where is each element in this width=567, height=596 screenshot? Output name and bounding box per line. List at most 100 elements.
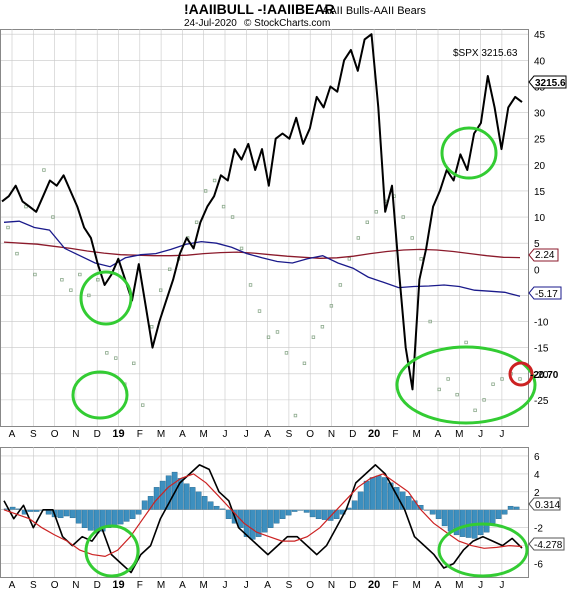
histogram-bar xyxy=(267,509,274,528)
sentiment-dot xyxy=(302,361,307,366)
sentiment-dot xyxy=(150,325,154,329)
histogram-bar xyxy=(123,509,130,522)
histogram-bar xyxy=(375,475,382,510)
x-tick-label: A xyxy=(435,429,442,440)
histogram-bar xyxy=(195,491,202,510)
ma-short-tag: -5.17 xyxy=(528,286,562,300)
y-tick-label: -15 xyxy=(534,344,549,355)
histogram-bar xyxy=(507,505,514,510)
histogram-bar xyxy=(9,506,16,510)
sentiment-dot xyxy=(221,204,226,209)
histogram-bar xyxy=(81,509,88,528)
x-tick-label: A xyxy=(264,580,271,591)
x-tick-label: M xyxy=(200,429,208,440)
sentiment-dot xyxy=(42,168,46,172)
chart-symbol: !AAIIBULL -!AAIIBEAR xyxy=(184,1,335,17)
histogram-bar xyxy=(429,509,436,515)
histogram-bar xyxy=(135,509,142,515)
x-tick-label: A xyxy=(9,429,16,440)
x-tick-label: D xyxy=(349,429,356,440)
highlight-circle xyxy=(440,126,498,180)
x-tick-label: 19 xyxy=(112,428,124,440)
y-tick-label: -25 xyxy=(534,396,549,407)
y-tick-label: 0 xyxy=(534,265,540,276)
ma-short-tag-value: -5.17 xyxy=(535,289,558,300)
sentiment-dot xyxy=(33,272,37,277)
y-tick-label: -6 xyxy=(534,560,543,571)
x-tick-label: A xyxy=(435,580,442,591)
histogram-bar xyxy=(483,509,490,533)
spx-overlay-label: $SPX 3215.63 xyxy=(453,48,518,59)
sentiment-dot xyxy=(419,257,423,261)
histogram-bar xyxy=(189,487,196,510)
histogram-bar xyxy=(249,509,256,540)
x-tick-label: M xyxy=(200,580,208,591)
histogram-bar xyxy=(303,509,310,513)
x-tick-label: J xyxy=(223,429,228,440)
sentiment-dot xyxy=(473,408,477,413)
hist-value-tag-value: 0.314 xyxy=(535,500,560,511)
sentiment-dot xyxy=(410,236,414,240)
y-tick-label: -20 xyxy=(534,370,549,381)
histogram-bar xyxy=(117,509,124,525)
histogram-bar xyxy=(309,509,316,518)
y-tick-label: 30 xyxy=(534,109,546,120)
x-tick-label: M xyxy=(455,580,463,591)
lower-y-axis: 642-2-4-6 xyxy=(534,452,543,571)
x-tick-label: F xyxy=(392,429,398,440)
x-tick-label: 19 xyxy=(112,579,124,591)
lower-x-axis: A S O N D 19 F M A M J J A S O N D 20 F M A M J J xyxy=(9,579,505,591)
x-tick-label: M xyxy=(413,429,421,440)
histogram-bar xyxy=(489,509,496,524)
y-tick-label: 4 xyxy=(534,470,540,481)
sentiment-dot xyxy=(87,293,91,298)
histogram-bar xyxy=(435,509,442,519)
x-tick-label: 20 xyxy=(368,579,380,591)
current-value-circle xyxy=(508,361,534,387)
sentiment-dot xyxy=(401,215,405,219)
histogram-bar xyxy=(369,477,376,510)
y-tick-label: 5 xyxy=(534,239,540,250)
sentiment-dots xyxy=(6,168,522,418)
histogram-bar xyxy=(321,509,328,520)
sentiment-dot xyxy=(257,309,262,313)
x-tick-label: A xyxy=(9,580,16,591)
sentiment-dot xyxy=(167,267,172,271)
highlight-circle xyxy=(395,345,537,425)
y-tick-label: 15 xyxy=(534,187,546,198)
chart-source: © StockCharts.com xyxy=(244,18,330,29)
sentiment-dot xyxy=(24,204,28,209)
y-tick-label: 6 xyxy=(534,452,540,463)
histogram-bar xyxy=(495,509,502,519)
last-value-tag-value: -20.70 xyxy=(530,370,559,381)
y-tick-label: 25 xyxy=(534,135,546,146)
x-tick-label: A xyxy=(179,429,186,440)
sentiment-dot xyxy=(374,210,378,214)
x-tick-label: F xyxy=(137,580,143,591)
x-tick-label: J xyxy=(478,580,483,591)
histogram-bar xyxy=(75,509,82,524)
sentiment-dot xyxy=(239,246,244,251)
histogram-bar xyxy=(477,509,484,536)
x-tick-label: J xyxy=(244,429,249,440)
x-tick-label: S xyxy=(286,580,293,591)
highlight-circle xyxy=(71,370,129,420)
sentiment-dot xyxy=(266,335,271,339)
sentiment-dot xyxy=(482,398,486,402)
sentiment-dot xyxy=(69,288,73,292)
sentiment-dot xyxy=(203,189,208,193)
sentiment-dot xyxy=(293,413,298,418)
sentiment-dot xyxy=(329,304,334,308)
x-tick-label: D xyxy=(349,580,356,591)
x-tick-label: D xyxy=(94,429,101,440)
hist-value-tag: 0.314 xyxy=(528,497,561,511)
y-tick-label: 40 xyxy=(534,56,546,67)
highlight-circle xyxy=(437,522,529,578)
x-tick-label: J xyxy=(223,580,228,591)
sentiment-dot xyxy=(428,319,432,324)
sentiment-dot xyxy=(365,220,369,224)
x-tick-label: M xyxy=(157,580,165,591)
histogram-bar xyxy=(447,509,454,532)
x-tick-label: A xyxy=(179,580,186,591)
x-tick-label: F xyxy=(392,580,398,591)
